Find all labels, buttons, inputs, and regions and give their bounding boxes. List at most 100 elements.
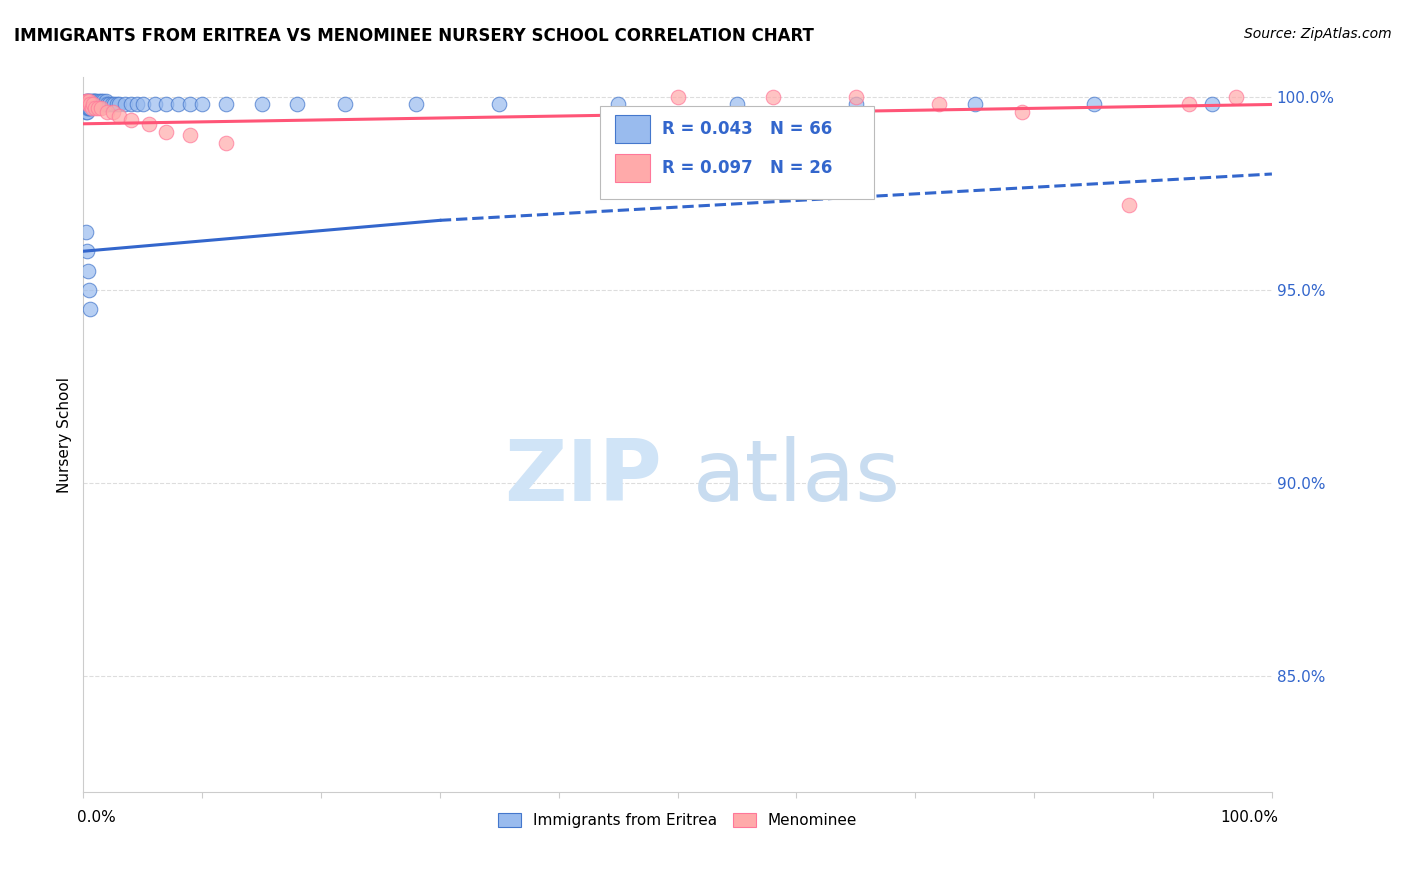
- Text: IMMIGRANTS FROM ERITREA VS MENOMINEE NURSERY SCHOOL CORRELATION CHART: IMMIGRANTS FROM ERITREA VS MENOMINEE NUR…: [14, 27, 814, 45]
- Point: [1118, 198, 1140, 212]
- Text: R = 0.097   N = 26: R = 0.097 N = 26: [662, 159, 832, 177]
- Point: [80, 97, 103, 112]
- Point: [1177, 97, 1199, 112]
- Point: [80, 101, 103, 115]
- Point: [77, 283, 100, 297]
- Point: [86, 97, 108, 112]
- Text: R = 0.043   N = 66: R = 0.043 N = 66: [662, 120, 832, 138]
- Point: [75, 101, 97, 115]
- Point: [76, 105, 98, 120]
- Point: [90, 94, 112, 108]
- Point: [138, 117, 160, 131]
- FancyBboxPatch shape: [600, 106, 873, 199]
- Point: [103, 97, 125, 112]
- Point: [488, 97, 510, 112]
- Point: [82, 97, 104, 112]
- Point: [77, 94, 100, 108]
- Point: [167, 97, 190, 112]
- Point: [77, 94, 100, 108]
- Point: [76, 101, 98, 115]
- Point: [75, 94, 97, 108]
- Point: [215, 97, 238, 112]
- Point: [98, 97, 121, 112]
- Point: [1225, 89, 1247, 103]
- Point: [84, 94, 107, 108]
- Point: [76, 244, 98, 259]
- Point: [607, 97, 630, 112]
- Point: [75, 105, 97, 120]
- Point: [83, 94, 105, 108]
- Point: [285, 97, 308, 112]
- Point: [93, 94, 115, 108]
- Point: [845, 97, 868, 112]
- Point: [75, 225, 97, 239]
- Point: [108, 97, 131, 112]
- Point: [79, 101, 101, 115]
- Point: [91, 97, 114, 112]
- Point: [79, 97, 101, 112]
- Point: [77, 97, 100, 112]
- Point: [963, 97, 986, 112]
- Point: [179, 128, 201, 143]
- Point: [1011, 105, 1033, 120]
- Point: [845, 89, 868, 103]
- Point: [101, 97, 124, 112]
- Point: [666, 89, 689, 103]
- Point: [101, 105, 124, 120]
- Point: [84, 101, 107, 115]
- Point: [83, 97, 105, 112]
- Point: [155, 124, 177, 138]
- Point: [77, 263, 100, 277]
- Point: [94, 94, 117, 108]
- Point: [96, 97, 118, 112]
- Point: [120, 97, 142, 112]
- Point: [725, 97, 748, 112]
- Y-axis label: Nursery School: Nursery School: [58, 376, 72, 492]
- Point: [191, 97, 214, 112]
- Text: 100.0%: 100.0%: [1220, 810, 1278, 825]
- Text: 0.0%: 0.0%: [77, 810, 117, 825]
- Point: [93, 97, 115, 112]
- Point: [405, 97, 427, 112]
- Point: [143, 97, 166, 112]
- Point: [76, 94, 98, 108]
- Point: [76, 94, 98, 108]
- Point: [89, 97, 111, 112]
- Point: [90, 101, 112, 115]
- Point: [87, 94, 110, 108]
- Text: ZIP: ZIP: [503, 436, 661, 519]
- Legend: Immigrants from Eritrea, Menominee: Immigrants from Eritrea, Menominee: [492, 807, 863, 834]
- Point: [179, 97, 201, 112]
- Point: [82, 97, 104, 112]
- Point: [75, 97, 97, 112]
- Point: [86, 94, 108, 108]
- Point: [86, 101, 108, 115]
- Point: [762, 89, 785, 103]
- Point: [333, 97, 356, 112]
- Point: [105, 97, 128, 112]
- Point: [215, 136, 238, 150]
- Point: [77, 97, 100, 112]
- Text: atlas: atlas: [693, 436, 900, 519]
- FancyBboxPatch shape: [614, 114, 650, 144]
- Point: [82, 94, 104, 108]
- Point: [75, 94, 97, 108]
- Point: [132, 97, 155, 112]
- Point: [77, 94, 100, 108]
- Point: [108, 109, 131, 123]
- Point: [120, 112, 142, 127]
- Point: [928, 97, 950, 112]
- Point: [250, 97, 273, 112]
- Point: [114, 97, 136, 112]
- Text: Source: ZipAtlas.com: Source: ZipAtlas.com: [1244, 27, 1392, 41]
- Point: [79, 94, 101, 108]
- FancyBboxPatch shape: [614, 153, 650, 182]
- Point: [77, 97, 100, 112]
- Point: [96, 105, 118, 120]
- Point: [155, 97, 177, 112]
- Point: [125, 97, 148, 112]
- Point: [1083, 97, 1105, 112]
- Point: [84, 97, 107, 112]
- Point: [79, 97, 101, 112]
- Point: [76, 97, 98, 112]
